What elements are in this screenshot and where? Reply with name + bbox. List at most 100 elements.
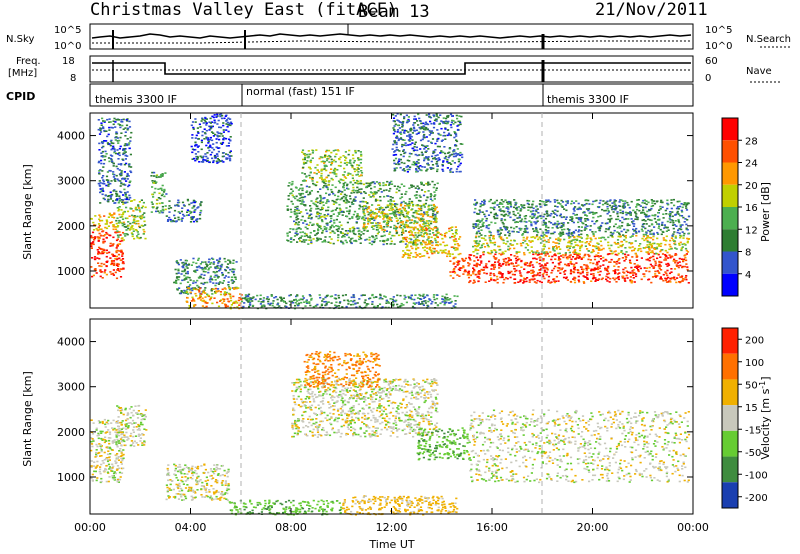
- data-cell: [92, 274, 95, 277]
- data-cell: [686, 251, 690, 253]
- data-cell: [225, 291, 228, 294]
- data-cell: [580, 268, 584, 270]
- data-cell: [435, 234, 438, 237]
- data-cell: [327, 200, 330, 203]
- data-cell: [585, 264, 588, 266]
- data-cell: [596, 279, 600, 281]
- data-cell: [360, 166, 363, 169]
- data-cell: [322, 180, 325, 182]
- data-cell: [664, 259, 668, 261]
- data-cell: [196, 158, 199, 161]
- data-cell: [150, 201, 153, 203]
- data-cell: [666, 269, 669, 272]
- data-cell: [551, 210, 554, 213]
- data-cell: [447, 250, 450, 252]
- data-cell: [424, 222, 427, 224]
- data-cell: [522, 242, 525, 244]
- data-cell: [111, 161, 114, 163]
- data-cell: [212, 159, 215, 162]
- data-cell: [636, 199, 639, 201]
- data-cell: [531, 264, 534, 266]
- data-cell: [332, 203, 335, 205]
- data-cell: [337, 228, 340, 230]
- data-cell: [486, 242, 489, 245]
- data-cell: [524, 264, 527, 266]
- data-cell: [244, 296, 247, 299]
- data-cell: [386, 225, 389, 228]
- data-cell: [229, 295, 232, 297]
- data-cell: [317, 217, 320, 220]
- data-cell: [103, 120, 106, 122]
- data-cell: [185, 276, 188, 279]
- data-cell: [364, 192, 367, 194]
- data-cell: [122, 221, 125, 224]
- data-cell: [288, 294, 291, 297]
- data-cell: [93, 237, 97, 240]
- data-cell: [140, 207, 144, 209]
- data-cell: [575, 200, 578, 202]
- data-cell: [550, 272, 553, 274]
- data-cell: [301, 199, 304, 201]
- data-cell: [616, 260, 619, 263]
- data-cell: [108, 143, 111, 145]
- data-cell: [427, 190, 430, 192]
- data-cell: [298, 238, 301, 240]
- data-cell: [511, 244, 515, 246]
- data-cell: [202, 299, 205, 302]
- data-cell: [386, 217, 389, 220]
- data-cell: [641, 230, 644, 232]
- data-cell: [664, 257, 667, 259]
- data-cell: [328, 193, 331, 196]
- data-cell: [493, 243, 496, 246]
- data-cell: [480, 219, 483, 222]
- data-cell: [411, 305, 415, 308]
- data-cell: [114, 202, 117, 204]
- data-cell: [684, 247, 688, 250]
- data-cell: [185, 300, 189, 303]
- data-cell: [588, 244, 591, 246]
- data-cell: [100, 155, 103, 158]
- data-cell: [174, 268, 177, 271]
- data-cell: [638, 265, 641, 268]
- data-cell: [482, 251, 485, 254]
- data-cell: [546, 267, 549, 270]
- data-cell: [221, 273, 224, 276]
- data-cell: [232, 259, 235, 262]
- data-cell: [453, 267, 456, 270]
- data-cell: [295, 209, 299, 212]
- data-cell: [188, 276, 191, 279]
- data-cell: [415, 247, 418, 250]
- data-cell: [341, 306, 344, 308]
- data-cell: [212, 148, 216, 151]
- data-cell: [510, 244, 513, 246]
- data-cell: [332, 213, 335, 215]
- data-cell: [643, 273, 646, 275]
- data-cell: [122, 261, 125, 263]
- data-cell: [349, 173, 352, 175]
- data-cell: [106, 118, 109, 121]
- data-cell: [365, 185, 368, 188]
- data-cell: [427, 214, 430, 216]
- data-cell: [380, 235, 383, 238]
- data-cell: [578, 240, 581, 242]
- data-cell: [330, 217, 333, 220]
- data-cell: [166, 220, 170, 222]
- data-cell: [439, 243, 442, 246]
- data-cell: [117, 265, 120, 267]
- data-cell: [407, 241, 411, 244]
- data-cell: [111, 155, 114, 157]
- data-cell: [351, 217, 354, 219]
- data-cell: [140, 199, 143, 201]
- data-cell: [493, 201, 497, 203]
- data-cell: [345, 157, 348, 159]
- data-cell: [108, 126, 111, 129]
- data-cell: [532, 251, 535, 254]
- data-cell: [468, 254, 471, 256]
- data-cell: [226, 153, 230, 156]
- data-cell: [576, 239, 579, 241]
- data-cell: [103, 263, 106, 266]
- data-cell: [221, 155, 224, 158]
- data-cell: [669, 256, 672, 259]
- data-cell: [624, 253, 627, 256]
- data-cell: [131, 235, 134, 238]
